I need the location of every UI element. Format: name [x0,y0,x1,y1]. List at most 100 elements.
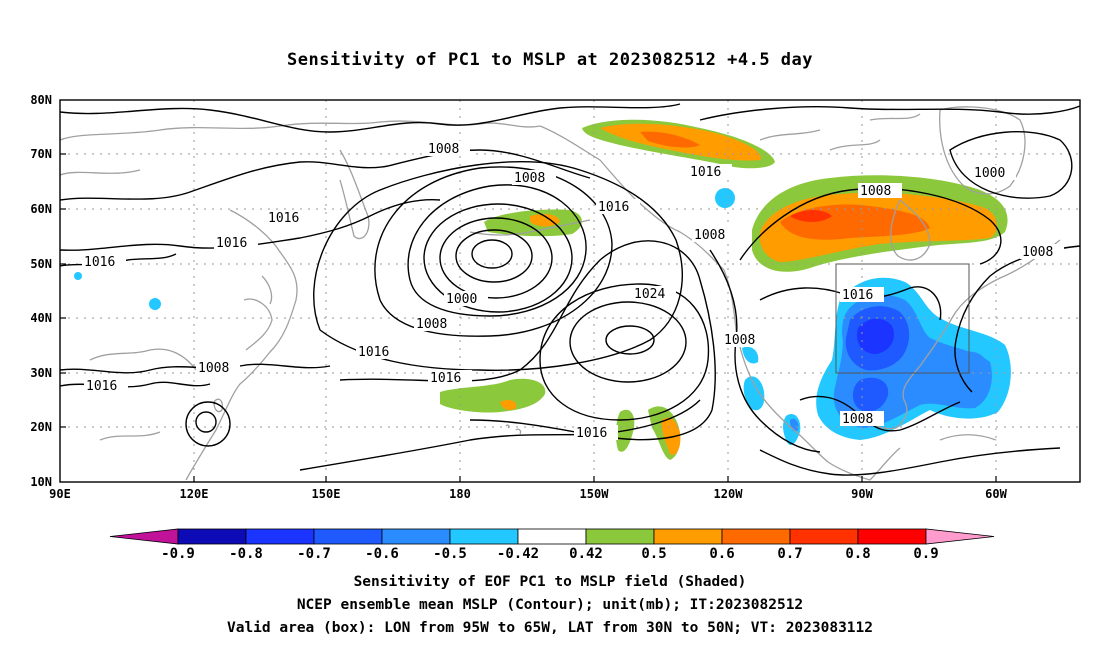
contour-label: 1016 [430,371,461,386]
contour-label: 1008 [842,412,873,427]
contour-label: 1016 [842,288,873,303]
colorbar-label: -0.42 [497,546,539,562]
colorbar-label: 0.9 [913,546,938,562]
colorbar-swatch [449,528,519,545]
valid-area-box [835,263,970,374]
negative-dot-west-2 [74,272,82,280]
gridlines [60,100,1080,482]
negative-peak-na [856,318,895,354]
shaded-sensitivity [74,119,1011,460]
contour-label-group: 1016 [688,164,732,180]
lon-label-180: 180 [449,487,471,501]
colorbar-label: -0.6 [365,546,399,562]
colorbar-label: -0.5 [433,546,467,562]
lon-label-120e: 120E [180,487,209,501]
contour-label-group: 1016 [574,425,618,441]
contour-north-1008 [60,103,681,133]
contour-high-1 [605,325,655,355]
coastline-taiwan [213,398,224,413]
contour-1008-west [60,363,331,374]
contour-label: 1016 [86,379,117,394]
contour-label: 1008 [860,184,891,199]
map-title: Sensitivity of PC1 to MSLP at 2023082512… [286,50,813,70]
colorbar-swatch [653,528,723,545]
colorbar-label: -0.9 [161,546,195,562]
contour-high-1024 [539,283,710,421]
colorbar-label: 0.7 [777,546,802,562]
lat-label-80n: 80N [30,93,52,107]
lat-label-40n: 40N [30,311,52,325]
contour-label-group: 1016 [214,235,258,251]
caption-shaded: Sensitivity of EOF PC1 to MSLP field (Sh… [353,574,747,590]
colorbar-label: 0.6 [709,546,734,562]
coastline-greenland [939,106,1026,195]
contour-label-group: 1008 [692,227,736,243]
contour-low-1 [471,239,513,269]
negative-dot-west [149,298,161,310]
contour-label-group: 1016 [84,378,128,394]
contour-label-group: 1008 [840,411,884,427]
positive-peak-canada-2 [790,210,832,222]
contour-label-group: 1000 [444,291,488,307]
lon-label-150e: 150E [312,487,341,501]
coastline-hawaii [505,424,522,435]
contour-label-group: 1008 [196,360,240,376]
positive-core-aleutian [530,214,560,227]
colorbar-swatch [857,528,927,545]
negative-area-gulf-2 [742,346,759,364]
positive-core-pacific [500,400,517,410]
colorbar-swatch [721,528,791,545]
contour-label-group: 1008 [1020,244,1064,260]
colorbar-label: -0.8 [229,546,263,562]
contour-label: 1008 [1022,245,1053,260]
contour-1016-south [299,399,701,471]
negative-core-na-3 [852,377,889,412]
contour-1008-gulf [799,395,961,432]
coastline-siberia [60,120,541,141]
coastline-na-west [723,269,871,481]
contour-label: 1008 [694,228,725,243]
mslp-contours [60,103,1080,476]
lat-label-30n: 30N [30,366,52,380]
contour-label: 1016 [84,255,115,270]
colorbar-swatch [517,528,587,545]
contour-label: 1008 [198,361,229,376]
contour-high-2 [569,301,687,383]
contour-label-group: 1008 [426,141,470,157]
coastline-aleutians [469,219,591,236]
plot-frame [59,99,1081,483]
contour-north-1008b [60,149,591,201]
lat-label-70n: 70N [30,147,52,161]
lon-label-90e: 90E [49,487,71,501]
contour-label: 1016 [268,211,299,226]
colorbar-swatch [585,528,655,545]
longitude-labels: 90E 120E 150E 180 150W 120W 90W 60W [49,487,1007,501]
coastline-asia-east [60,169,298,481]
contour-label-group: 1016 [428,370,472,386]
caption-contour: NCEP ensemble mean MSLP (Contour); unit(… [296,597,804,613]
contour-label-group: 1008 [512,170,556,186]
lat-label-50n: 50N [30,257,52,271]
colorbar-swatch [381,528,451,545]
positive-area-pacific [440,378,546,413]
contour-typhoon-2 [185,401,231,447]
contour-labels: 1008 1016 1008 1016 1016 1016 1016 1000 [82,141,1064,441]
colorbar-swatch [313,528,383,545]
contour-label: 1016 [690,165,721,180]
colorbar-swatch [177,528,247,545]
colorbar-swatch [245,528,315,545]
coastline-hudson [890,199,931,261]
positive-core-greenland-2 [640,131,700,148]
contour-label-group: 1008 [858,183,902,199]
colorbar-label: 0.8 [845,546,870,562]
caption-valid-area: Valid area (box): LON from 95W to 65W, L… [226,620,873,636]
contour-low-1008 [374,166,613,337]
colorbar-label: 0.42 [569,546,603,562]
colorbar-swatch [789,528,859,545]
coastline-se-asia [89,348,197,441]
lat-label-60n: 60N [30,202,52,216]
colorbar-label: -0.7 [297,546,331,562]
contour-label-group: 1000 [972,165,1016,181]
contour-typhoon-1 [195,411,217,433]
